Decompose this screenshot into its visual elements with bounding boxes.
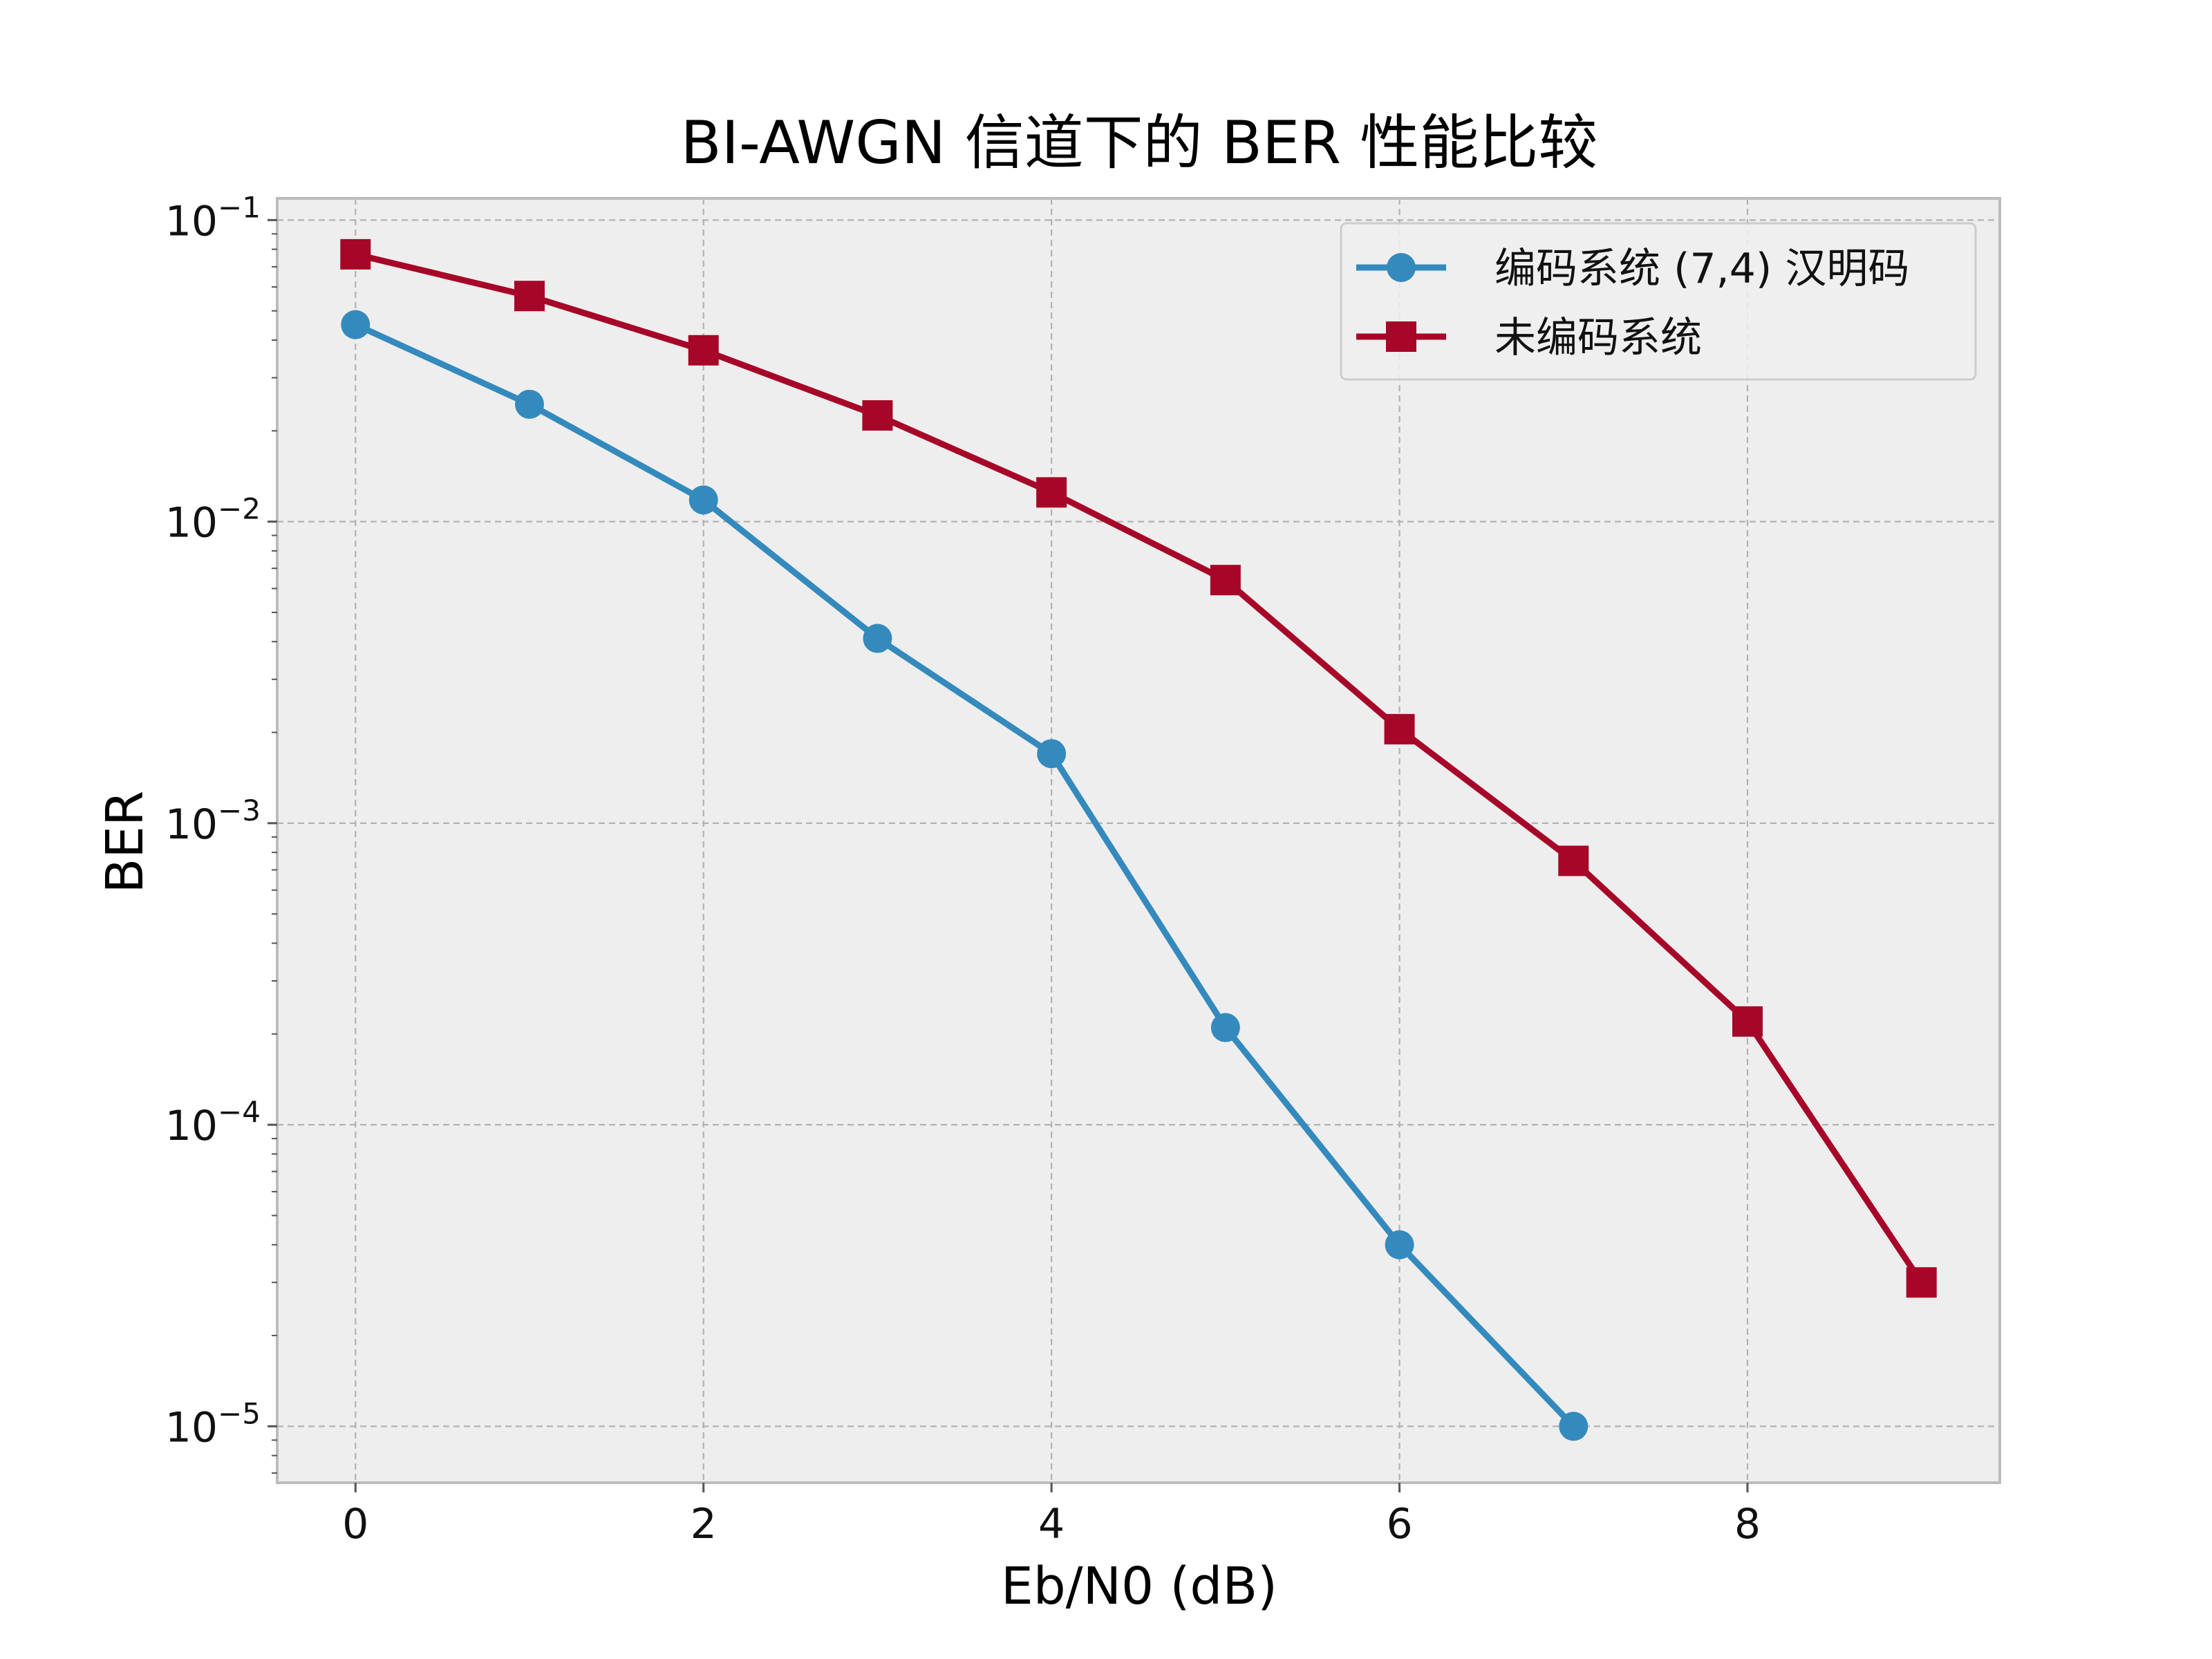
legend-marker bbox=[1387, 253, 1416, 282]
y-tick-label: 10−4 bbox=[165, 1095, 261, 1150]
x-axis-label: Eb/N0 (dB) bbox=[1001, 1557, 1277, 1616]
x-tick-label: 4 bbox=[1038, 1500, 1065, 1548]
plot-frame bbox=[276, 197, 2001, 1484]
series-line bbox=[354, 321, 1576, 1429]
legend-label: 未编码系统 bbox=[1494, 314, 1702, 362]
data-point bbox=[514, 389, 544, 419]
x-tick-label: 0 bbox=[342, 1500, 368, 1548]
data-point bbox=[863, 624, 892, 653]
x-tick-label: 6 bbox=[1386, 1500, 1412, 1548]
data-point bbox=[514, 281, 545, 312]
chart-title: BI-AWGN 信道下的 BER 性能比较 bbox=[681, 109, 1598, 178]
series-line bbox=[355, 251, 1924, 1284]
grid-lines bbox=[277, 198, 2000, 1483]
x-tick-label: 2 bbox=[691, 1500, 717, 1548]
data-point bbox=[1210, 565, 1241, 596]
data-point bbox=[340, 238, 371, 270]
data-point bbox=[341, 310, 371, 339]
data-point bbox=[862, 400, 893, 431]
data-point bbox=[1732, 1006, 1763, 1037]
data-point bbox=[1385, 1230, 1414, 1259]
y-tick-label: 10−1 bbox=[165, 190, 261, 245]
y-axis-label: BER bbox=[95, 791, 155, 894]
data-point bbox=[1906, 1267, 1937, 1298]
legend-label: 编码系统 (7,4) 汉明码 bbox=[1494, 245, 1909, 293]
data-point bbox=[1036, 477, 1067, 508]
x-tick-label: 8 bbox=[1734, 1500, 1761, 1548]
y-tick-label: 10−2 bbox=[165, 492, 261, 547]
data-point bbox=[1384, 713, 1415, 744]
data-point bbox=[688, 335, 719, 366]
data-series bbox=[340, 238, 1937, 1441]
plot-area bbox=[277, 198, 2000, 1483]
data-point bbox=[1559, 1412, 1588, 1441]
data-point bbox=[1037, 739, 1067, 769]
y-tick-label: 10−5 bbox=[165, 1396, 261, 1452]
legend-box bbox=[1340, 222, 1977, 381]
data-point bbox=[1558, 845, 1589, 877]
legend-marker bbox=[1386, 321, 1416, 352]
data-point bbox=[688, 485, 718, 515]
axes: 0 2 4 6 8 10−1 10−2 10−3 10−4 10−5 bbox=[165, 190, 1761, 1548]
data-point bbox=[1210, 1013, 1240, 1042]
y-tick-label: 10−3 bbox=[165, 794, 261, 849]
